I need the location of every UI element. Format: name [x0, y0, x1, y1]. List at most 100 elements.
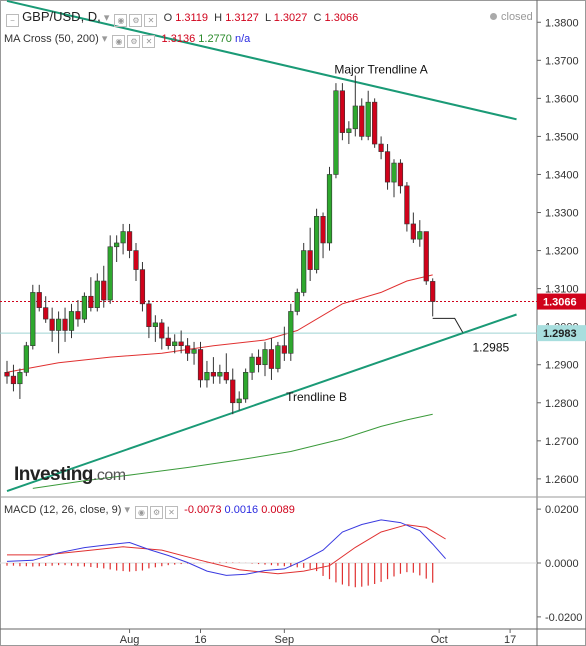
time-tick-label: Oct [431, 634, 448, 646]
candle-body [307, 250, 313, 270]
candle-body [404, 185, 410, 225]
level-1-2985-annotation: 1.2985 [473, 340, 510, 354]
open-value: 1.3119 [175, 12, 209, 24]
macd-signal-line [7, 524, 446, 575]
candle-body [55, 318, 62, 331]
ma-close-icon[interactable]: ✕ [142, 35, 156, 48]
candle-body [255, 356, 262, 366]
candle-body [423, 231, 429, 282]
price-tick-label: 1.3500 [545, 131, 579, 143]
candle-body [178, 341, 184, 346]
candle-body [320, 216, 326, 244]
candle-body [268, 349, 275, 369]
price-tick-label: 1.2800 [545, 398, 579, 410]
candle-body [152, 322, 158, 327]
ma-fast-value: 1.3136 [161, 33, 196, 45]
candle-body [197, 349, 204, 381]
candle-body [346, 128, 352, 133]
candle-body [36, 292, 42, 308]
macd-tick-label: 0.0000 [545, 558, 579, 570]
candle-body [126, 231, 133, 251]
ma-slow-value: 1.2770 [198, 33, 232, 45]
candle-body [326, 174, 333, 244]
candle-body [75, 311, 81, 320]
high-label: H [214, 12, 223, 24]
candle-body [378, 143, 384, 152]
level-badge-text: 1.2983 [543, 328, 577, 340]
macd-label: MACD (12, 26, close, 9) [4, 504, 122, 516]
candle-body [68, 311, 75, 331]
candle-body [88, 295, 94, 308]
dropdown-icon[interactable]: ▾ [103, 12, 110, 24]
candle-body [384, 151, 391, 183]
ma-gear-icon[interactable]: ⚙ [127, 35, 141, 48]
candle-body [230, 379, 236, 404]
gear-icon[interactable]: ⚙ [129, 14, 143, 27]
candle-body [210, 372, 217, 377]
macd-close-icon[interactable]: ✕ [165, 506, 179, 519]
ma-dropdown-icon[interactable]: ▾ [101, 33, 108, 45]
candle-body [288, 311, 294, 354]
time-tick-label: Sep [275, 634, 295, 646]
candle-body [217, 372, 223, 377]
eye-icon[interactable]: ◉ [114, 14, 128, 27]
macd-hist-value: -0.0073 [184, 504, 222, 516]
macd-tick-label: -0.0200 [545, 612, 582, 624]
open-label: O [163, 12, 173, 24]
time-tick-label: 17 [504, 634, 516, 646]
candle-body [120, 231, 126, 244]
candle-body [281, 345, 287, 354]
price-tick-label: 1.2700 [545, 436, 579, 448]
candle-body [23, 345, 29, 373]
macd-line [6, 519, 446, 576]
ma-na-value: n/a [234, 33, 251, 45]
candle-body [352, 105, 358, 130]
price-tick-label: 1.3300 [545, 208, 579, 220]
price-tick-label: 1.3700 [545, 55, 579, 67]
macd-line-value: 0.0016 [224, 504, 259, 516]
status-text: closed [501, 11, 533, 23]
candle-body [94, 280, 100, 308]
macd-tick-label: 0.0200 [545, 504, 579, 516]
investing-logo: Investing.com [14, 464, 126, 485]
candle-body [397, 162, 404, 187]
candle-body [249, 356, 255, 373]
candle-body [275, 345, 281, 369]
candle-body [159, 322, 165, 339]
candle-body [101, 280, 107, 301]
last-price-badge [537, 293, 586, 310]
market-status: closed [490, 11, 533, 23]
candle-body [204, 372, 210, 381]
macd-gear-icon[interactable]: ⚙ [150, 506, 164, 519]
trendline-b [6, 313, 517, 492]
ma-eye-icon[interactable]: ◉ [112, 35, 126, 48]
close-label: C [313, 12, 322, 24]
price-tick-label: 1.3600 [545, 93, 579, 105]
candle-body [410, 223, 416, 240]
candle-body [49, 318, 55, 331]
candle-body [313, 216, 320, 270]
ma-legend: MA Cross (50, 200) ▾ ◉ ⚙ ✕ 1.3136 1.2770 n… [4, 32, 250, 48]
candle-body [333, 90, 339, 175]
candle-body [107, 246, 113, 301]
price-tick-label: 1.2600 [545, 474, 579, 486]
candle-body [262, 349, 268, 366]
trendline-b-annotation: Trendline B [286, 390, 347, 404]
candle-body [294, 292, 300, 312]
macd-eye-icon[interactable]: ◉ [135, 506, 149, 519]
candle-body [236, 398, 242, 404]
candle-body [372, 101, 378, 145]
macd-signal-value: 0.0089 [261, 504, 295, 516]
ma-200-line [32, 413, 433, 489]
candle-body [417, 231, 423, 240]
ma-label: MA Cross (50, 200) [4, 33, 99, 45]
collapse-icon[interactable]: − [6, 14, 19, 27]
price-tick-label: 1.3100 [545, 284, 579, 296]
candle-body [133, 250, 139, 270]
close-icon[interactable]: ✕ [144, 14, 158, 27]
candle-body [365, 101, 371, 137]
candle-body [10, 375, 17, 385]
macd-dropdown-icon[interactable]: ▾ [124, 504, 130, 516]
candle-body [4, 372, 10, 377]
